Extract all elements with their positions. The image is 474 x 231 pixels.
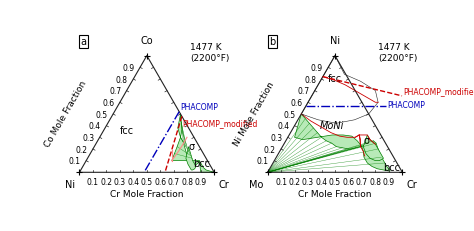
Text: 0.5: 0.5 xyxy=(329,178,341,187)
Polygon shape xyxy=(301,56,378,123)
Text: MoNi: MoNi xyxy=(320,121,345,131)
Text: 0.4: 0.4 xyxy=(128,178,139,187)
Polygon shape xyxy=(186,147,196,170)
Text: 0.7: 0.7 xyxy=(109,88,121,97)
Text: 0.9: 0.9 xyxy=(311,64,323,73)
Text: 0.4: 0.4 xyxy=(315,178,328,187)
Text: 0.9: 0.9 xyxy=(383,178,395,187)
Text: fcc: fcc xyxy=(120,126,134,137)
Text: a: a xyxy=(81,37,87,47)
Text: 0.5: 0.5 xyxy=(141,178,153,187)
Text: 0.6: 0.6 xyxy=(154,178,166,187)
Polygon shape xyxy=(172,114,200,167)
Text: 0.2: 0.2 xyxy=(75,146,88,155)
Text: Co Mole Fraction: Co Mole Fraction xyxy=(43,79,89,149)
Text: 0.2: 0.2 xyxy=(289,178,301,187)
Text: 0.3: 0.3 xyxy=(82,134,94,143)
Text: σ: σ xyxy=(364,136,370,146)
Text: 0.4: 0.4 xyxy=(277,122,289,131)
Text: Co: Co xyxy=(140,36,153,46)
Text: 0.6: 0.6 xyxy=(291,99,302,108)
Text: σ: σ xyxy=(188,142,194,152)
Text: 0.3: 0.3 xyxy=(114,178,126,187)
Text: b: b xyxy=(269,37,275,47)
Text: Mo: Mo xyxy=(249,180,264,190)
Text: 0.1: 0.1 xyxy=(275,178,287,187)
Text: 0.1: 0.1 xyxy=(257,158,269,167)
Text: bcc: bcc xyxy=(383,163,400,173)
Text: PHACOMP: PHACOMP xyxy=(387,101,425,110)
Text: 0.1: 0.1 xyxy=(69,158,81,167)
Text: Cr: Cr xyxy=(406,180,417,190)
Text: 1477 K
(2200°F): 1477 K (2200°F) xyxy=(190,43,229,63)
Text: 1477 K
(2200°F): 1477 K (2200°F) xyxy=(378,43,418,63)
Text: Ni: Ni xyxy=(65,180,75,190)
Text: 0.9: 0.9 xyxy=(195,178,207,187)
Text: 0.7: 0.7 xyxy=(168,178,180,187)
Text: bcc: bcc xyxy=(193,159,210,169)
Polygon shape xyxy=(363,135,383,161)
Text: 0.8: 0.8 xyxy=(369,178,382,187)
Text: 0.7: 0.7 xyxy=(297,88,310,97)
Text: 0.2: 0.2 xyxy=(264,146,276,155)
Text: 0.6: 0.6 xyxy=(102,99,115,108)
Text: 0.5: 0.5 xyxy=(96,111,108,120)
Text: PHACOMP_modified: PHACOMP_modified xyxy=(182,119,258,128)
Text: 0.3: 0.3 xyxy=(302,178,314,187)
Text: Cr: Cr xyxy=(218,180,229,190)
Text: Cr Mole Fraction: Cr Mole Fraction xyxy=(298,190,372,199)
Text: 0.1: 0.1 xyxy=(87,178,99,187)
Polygon shape xyxy=(294,114,390,171)
Text: 0.8: 0.8 xyxy=(116,76,128,85)
Text: fcc: fcc xyxy=(328,74,342,84)
Text: PHACOMP: PHACOMP xyxy=(180,103,218,112)
Text: 0.9: 0.9 xyxy=(123,64,135,73)
Text: 0.6: 0.6 xyxy=(342,178,355,187)
Text: 0.8: 0.8 xyxy=(304,76,316,85)
Text: Ni Mole Fraction: Ni Mole Fraction xyxy=(232,80,276,148)
Text: PHACOMP_modified: PHACOMP_modified xyxy=(403,87,474,96)
Text: Cr Mole Fraction: Cr Mole Fraction xyxy=(110,190,183,199)
Text: 0.7: 0.7 xyxy=(356,178,368,187)
Text: 0.3: 0.3 xyxy=(270,134,283,143)
Polygon shape xyxy=(200,161,214,172)
Text: Ni: Ni xyxy=(330,36,340,46)
Text: 0.4: 0.4 xyxy=(89,122,101,131)
Text: 0.8: 0.8 xyxy=(181,178,193,187)
Text: 0.2: 0.2 xyxy=(100,178,112,187)
Text: 0.5: 0.5 xyxy=(284,111,296,120)
